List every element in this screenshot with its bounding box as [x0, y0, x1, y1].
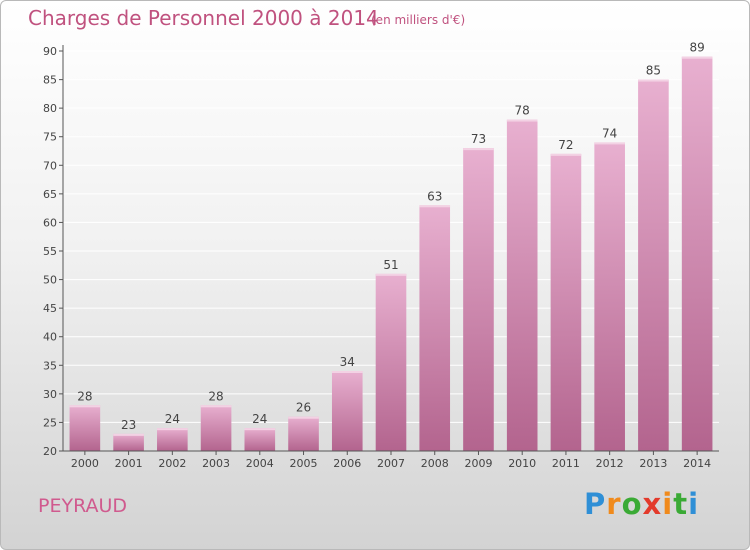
- bars: 28 23 24 28 24 26 34 51 63 73 78 72 74 85 89: [69, 41, 713, 452]
- bar: [375, 273, 407, 451]
- x-tick-label: 2012: [596, 457, 624, 470]
- x-tick-label: 2003: [202, 457, 230, 470]
- y-tick-label: 80: [43, 102, 57, 115]
- y-tick-label: 75: [43, 131, 57, 144]
- x-tick-label: 2004: [246, 457, 274, 470]
- x-tick-label: 2001: [115, 457, 143, 470]
- x-tick-label: 2002: [158, 457, 186, 470]
- data-label: 26: [296, 401, 311, 415]
- x-tick-label: 2010: [508, 457, 536, 470]
- x-tick-label: 2007: [377, 457, 405, 470]
- x-tick-label: 2009: [464, 457, 492, 470]
- y-tick-label: 40: [43, 331, 57, 344]
- y-tick-label: 85: [43, 74, 57, 87]
- bar-highlight: [550, 153, 582, 156]
- bar: [550, 153, 582, 451]
- bar-highlight: [331, 371, 363, 373]
- data-label: 89: [689, 41, 704, 55]
- data-label: 51: [383, 258, 398, 272]
- bar-highlight: [594, 142, 625, 145]
- bar: [638, 79, 669, 452]
- bar: [463, 148, 494, 451]
- x-tick-label: 2013: [639, 457, 667, 470]
- chart-subtitle: (en milliers d'€): [371, 13, 466, 27]
- bar-highlight: [69, 405, 101, 408]
- data-label: 24: [252, 412, 267, 426]
- x-tick-label: 2008: [421, 457, 449, 470]
- data-label: 74: [602, 126, 617, 140]
- bar: [157, 428, 188, 451]
- bar-highlight: [375, 273, 407, 276]
- bar-highlight: [200, 405, 232, 408]
- y-tick-label: 55: [43, 245, 57, 258]
- bar: [331, 371, 363, 451]
- data-label: 23: [121, 418, 136, 432]
- y-tick-label: 50: [43, 274, 57, 287]
- y-tick-label: 45: [43, 302, 57, 315]
- bar-highlight: [681, 56, 713, 59]
- bar: [288, 416, 319, 451]
- y-tick-label: 60: [43, 216, 57, 229]
- x-tick-label: 2011: [552, 457, 580, 470]
- bar-highlight: [244, 428, 276, 431]
- y-tick-label: 70: [43, 159, 57, 172]
- data-label: 24: [165, 412, 180, 426]
- y-tick-label: 65: [43, 188, 57, 201]
- data-label: 73: [471, 132, 486, 146]
- y-tick-label: 25: [43, 416, 57, 429]
- bar: [113, 433, 144, 451]
- y-tick-label: 90: [43, 45, 57, 58]
- axes: 20 25 30 35 40 45 50 55 60 65 70 75 80 85 90 2000 2001 20…: [43, 45, 719, 470]
- y-tick-label: 20: [43, 445, 57, 458]
- data-label: 85: [646, 64, 661, 78]
- chart-title: Charges de Personnel 2000 à 2014: [28, 6, 379, 30]
- bar-highlight: [419, 205, 451, 208]
- x-tick-label: 2006: [333, 457, 361, 470]
- data-label: 63: [427, 189, 442, 203]
- bar-highlight: [157, 428, 188, 431]
- x-tick-label: 2000: [71, 457, 99, 470]
- bar: [419, 205, 451, 451]
- data-label: 28: [77, 389, 92, 403]
- y-tick-label: 30: [43, 388, 57, 401]
- x-tick-label: 2014: [683, 457, 711, 470]
- bar: [200, 405, 232, 451]
- bar-highlight: [113, 433, 144, 436]
- bar: [681, 56, 713, 451]
- bar-highlight: [463, 148, 494, 151]
- commune-name: PEYRAUD: [38, 495, 128, 517]
- bar-highlight: [288, 416, 319, 419]
- data-label: 78: [515, 104, 530, 118]
- proxiti-logo[interactable]: Proxiti: [584, 487, 700, 521]
- bar: [594, 142, 625, 451]
- bar: [244, 428, 276, 451]
- data-label: 28: [208, 389, 223, 403]
- bar: [506, 119, 538, 452]
- x-tick-label: 2005: [290, 457, 318, 470]
- bar-highlight: [638, 79, 669, 82]
- data-label: 34: [340, 355, 355, 369]
- y-tick-label: 35: [43, 359, 57, 372]
- bar-highlight: [506, 119, 538, 122]
- bar: [69, 405, 101, 451]
- data-label: 72: [558, 138, 573, 152]
